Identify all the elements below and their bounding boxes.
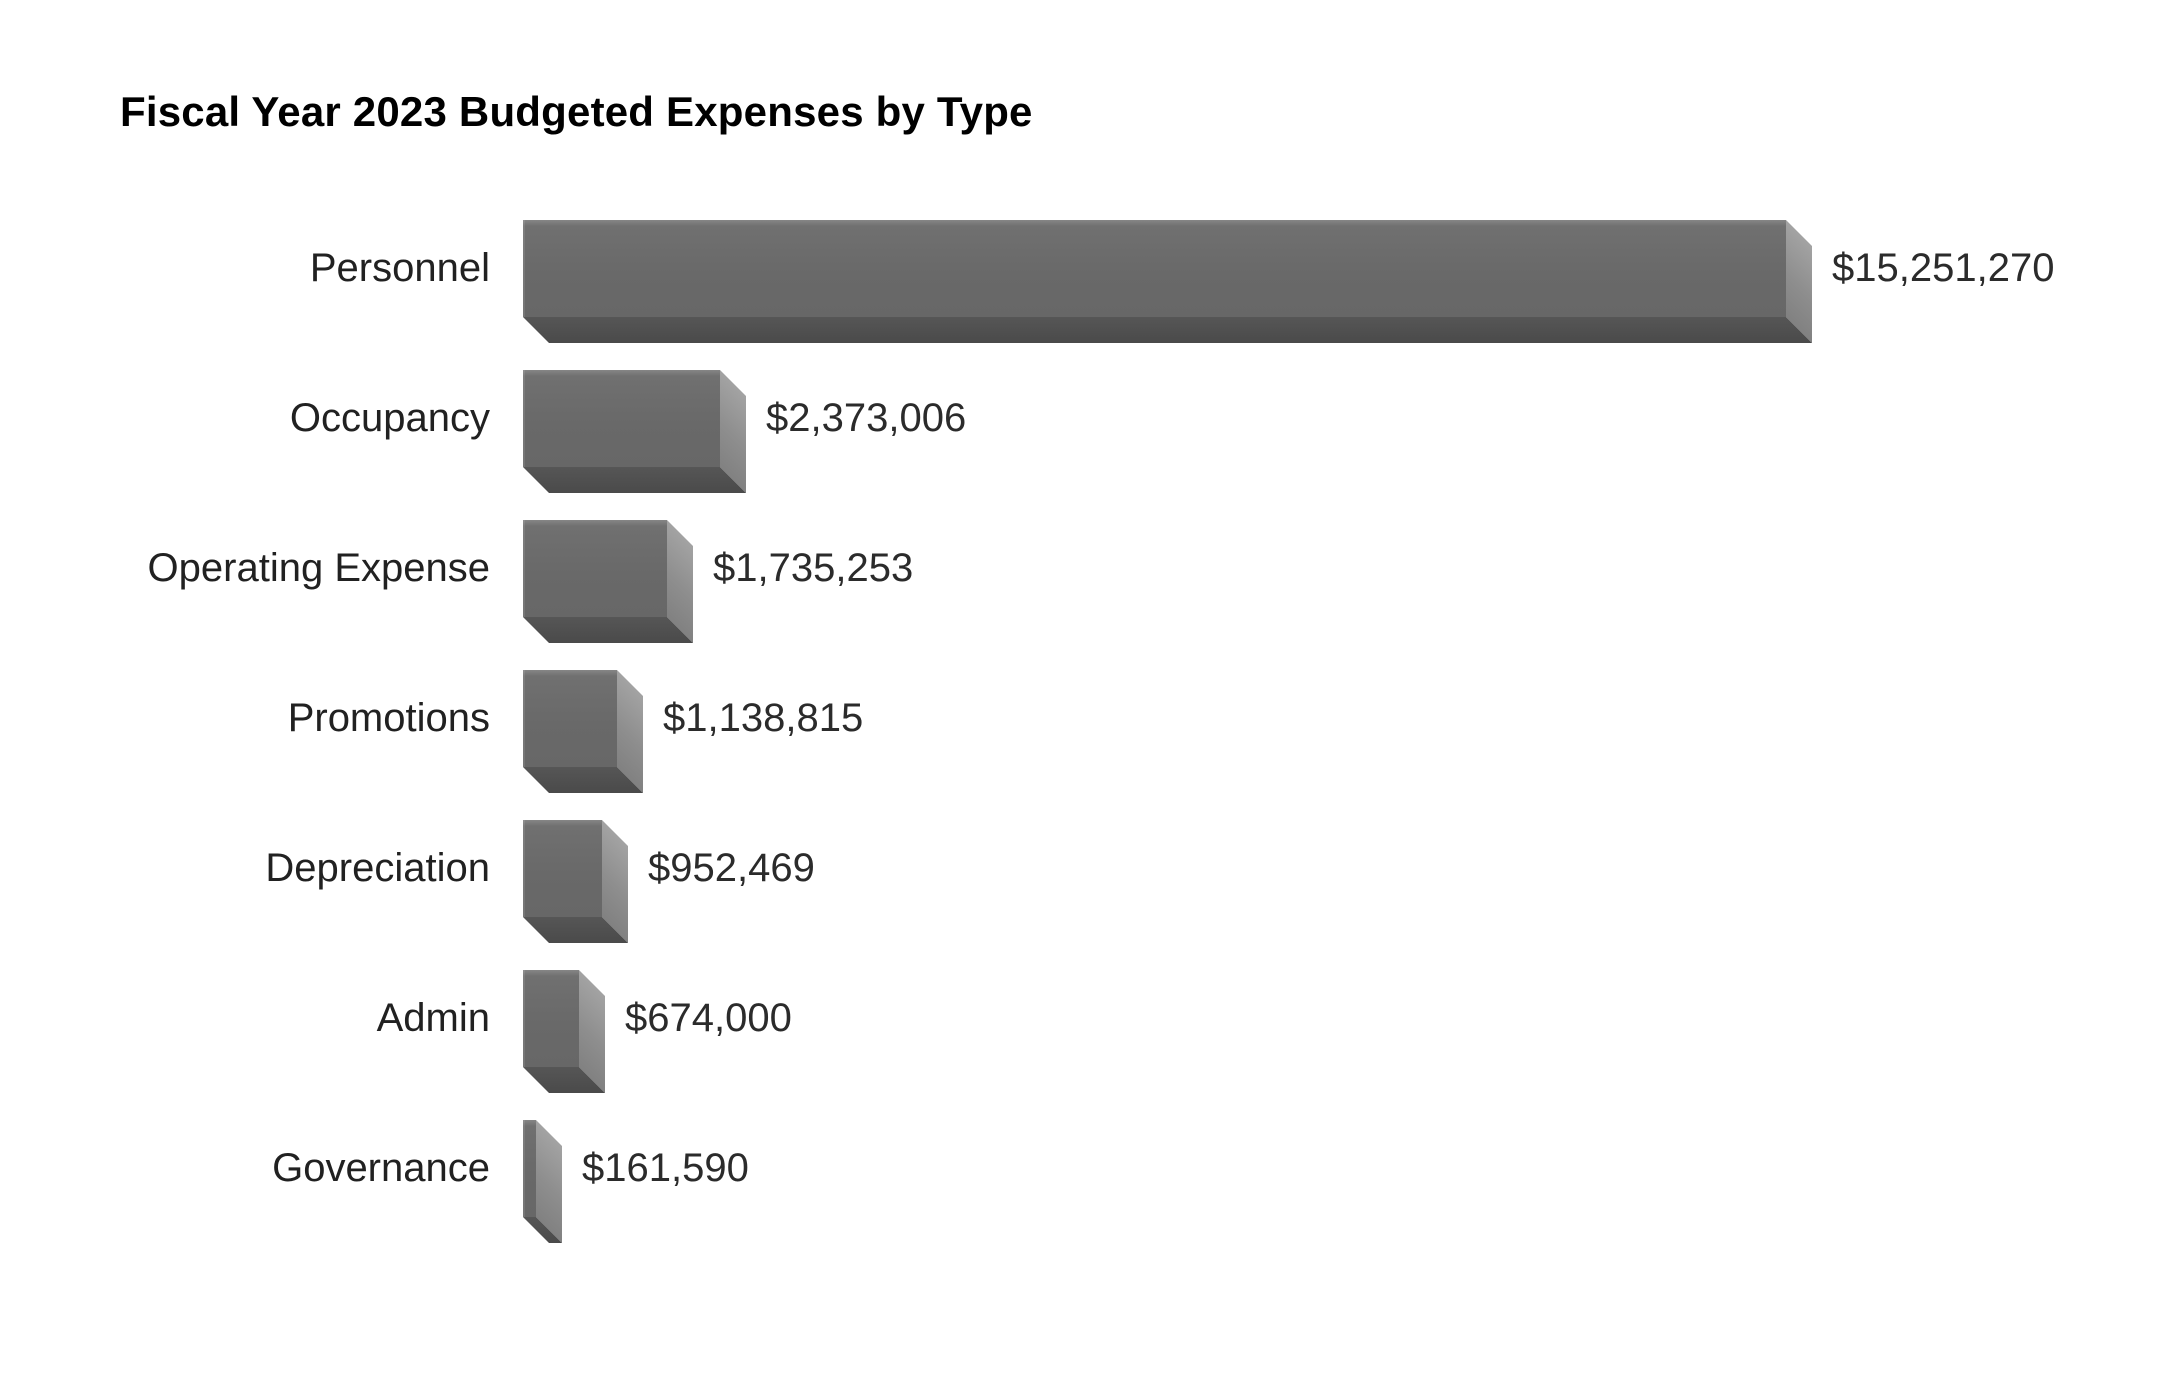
category-label: Promotions bbox=[287, 696, 490, 740]
chart-title: Fiscal Year 2023 Budgeted Expenses by Ty… bbox=[120, 88, 1033, 135]
bar-face bbox=[523, 820, 602, 917]
value-label: $1,138,815 bbox=[663, 696, 864, 740]
value-label: $161,590 bbox=[582, 1146, 749, 1190]
value-label: $2,373,006 bbox=[766, 396, 967, 440]
category-label: Depreciation bbox=[265, 846, 490, 890]
bar-bottom-face bbox=[523, 617, 693, 643]
category-label: Admin bbox=[376, 996, 490, 1040]
value-label: $1,735,253 bbox=[713, 546, 914, 590]
category-label: Occupancy bbox=[289, 396, 490, 440]
bar-face bbox=[523, 670, 617, 767]
bar-bottom-face bbox=[523, 317, 1812, 343]
value-label: $674,000 bbox=[625, 996, 792, 1040]
category-label: Operating Expense bbox=[147, 546, 490, 590]
value-label: $952,469 bbox=[648, 846, 815, 890]
bar-face bbox=[523, 220, 1786, 317]
category-label: Governance bbox=[272, 1146, 490, 1190]
bar-face bbox=[523, 1120, 536, 1217]
bar-face bbox=[523, 370, 720, 467]
bar-face bbox=[523, 970, 579, 1067]
bar-bottom-face bbox=[523, 467, 746, 493]
value-label: $15,251,270 bbox=[1832, 246, 2055, 290]
category-label: Personnel bbox=[309, 246, 490, 290]
bar-face bbox=[523, 520, 667, 617]
